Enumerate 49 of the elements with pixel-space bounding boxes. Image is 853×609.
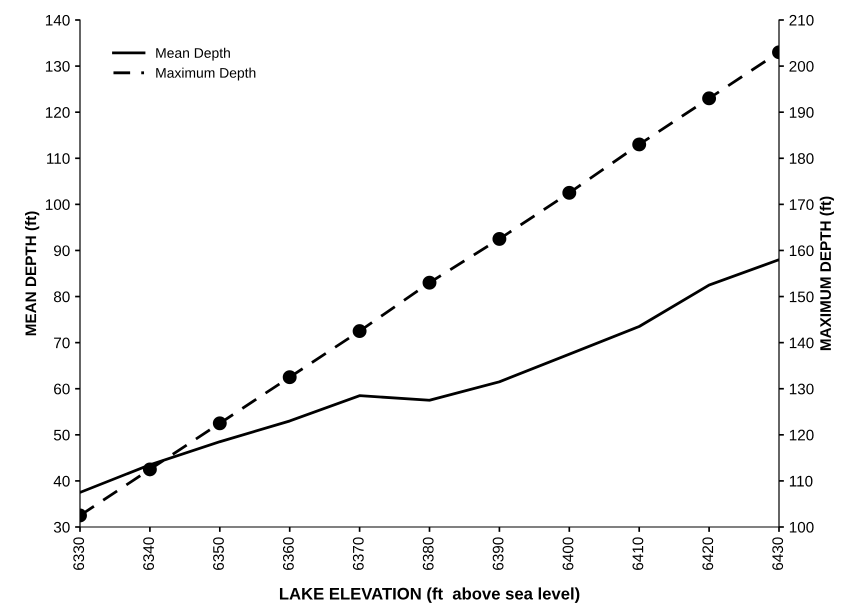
y2-tick-label: 180: [790, 153, 814, 164]
legend-label: Maximum Depth: [156, 68, 256, 81]
x-tick-label: 6410: [632, 537, 644, 570]
y-tick-label: 80: [54, 291, 70, 302]
y-tick-label: 90: [54, 245, 70, 256]
legend-label: Mean Depth: [156, 48, 230, 61]
point: [632, 138, 646, 152]
x-tick-label: 6400: [562, 537, 574, 570]
y-tick-label: 70: [54, 338, 70, 348]
y-tick-label: 130: [46, 60, 70, 72]
y2-tick-label: 210: [789, 14, 814, 26]
y2-tick-label: 110: [790, 476, 812, 487]
y-tick-label: 40: [54, 476, 70, 487]
y-tick-label: 100: [46, 199, 70, 210]
x-tick-label: 6340: [143, 537, 154, 570]
x-tick-label: 6350: [213, 537, 224, 570]
x-tick-label: 6390: [492, 537, 504, 570]
y-tick-label: 110: [47, 153, 70, 164]
y2-axis-title: MAXIMUM DEPTH (ft): [820, 196, 834, 350]
x-axis-title: LAKE ELEVATION (ft above sea level): [280, 587, 580, 603]
point: [212, 416, 227, 430]
y2-tick-label: 190: [790, 107, 814, 118]
y2-tick-label: 130: [790, 384, 814, 394]
x-tick-label: 6420: [702, 537, 714, 570]
y-tick-label: 50: [54, 430, 70, 441]
x-tick-label: 6380: [422, 537, 434, 570]
point: [352, 324, 367, 338]
y2-tick-label: 200: [789, 60, 814, 72]
point: [422, 276, 436, 290]
point: [142, 462, 157, 476]
x-tick-label: 6360: [282, 537, 294, 570]
point: [702, 91, 716, 106]
y-tick-label: 60: [54, 384, 70, 394]
y2-tick-label: 140: [790, 338, 814, 348]
y-tick-label: 140: [46, 14, 70, 26]
x-tick-label: 6370: [352, 537, 364, 570]
point: [562, 186, 576, 200]
y2-tick-label: 100: [790, 522, 814, 533]
point: [492, 232, 506, 246]
y-tick-label: 30: [54, 522, 70, 533]
point: [282, 370, 297, 384]
x-tick-label: 6330: [73, 537, 84, 570]
x-tick-label: 6430: [772, 537, 784, 570]
y-tick-label: 120: [46, 107, 70, 118]
y2-tick-label: 120: [790, 430, 814, 441]
y2-tick-label: 160: [790, 245, 814, 256]
y2-tick-label: 170: [790, 199, 814, 210]
y2-tick-label: 150: [790, 291, 814, 302]
y-axis-title: MEAN DEPTH (ft): [24, 211, 40, 336]
